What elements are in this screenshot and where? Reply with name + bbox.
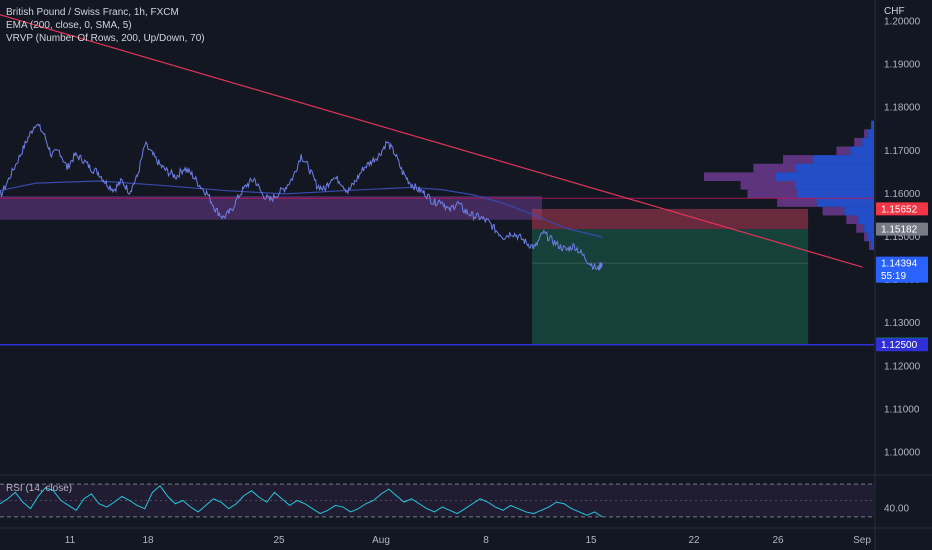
position-zones	[0, 196, 874, 345]
price-label-bg	[876, 338, 928, 352]
volume-bar-down	[856, 224, 865, 233]
price-lines	[0, 14, 874, 346]
volume-bar-down	[753, 163, 795, 173]
volume-bar-up	[812, 155, 874, 164]
volume-bar-up	[796, 189, 874, 199]
rsi-pane: 40.00	[0, 483, 909, 518]
price-label-bg	[876, 222, 928, 236]
symbol-title[interactable]: British Pound / Swiss Franc, 1h, FXCM	[6, 7, 179, 18]
x-tick-label: 11	[65, 535, 76, 546]
x-tick-label: Aug	[372, 535, 390, 546]
volume-bar-down	[871, 120, 873, 130]
time-axis: 11 18 25 Aug 8 15 22 26 Sep	[65, 535, 872, 546]
volume-bar-down	[704, 172, 776, 181]
x-tick-label: 18	[142, 535, 154, 546]
volume-bar-up	[862, 137, 874, 147]
x-tick-label: 26	[772, 535, 784, 546]
ema-line	[0, 180, 603, 238]
price-line	[0, 123, 603, 271]
price-label: 1.15652	[881, 204, 918, 215]
price-label: 1.12500	[881, 340, 918, 351]
volume-bar-down	[777, 198, 817, 207]
volume-bar-up	[858, 215, 874, 225]
volume-bar-down	[740, 180, 795, 190]
x-tick-label: 22	[688, 535, 700, 546]
volume-bar-down	[836, 146, 851, 156]
rsi-tick-label: 40.00	[884, 504, 909, 515]
volume-bar-up	[794, 163, 874, 173]
volume-bar-up	[816, 198, 874, 207]
volume-bar-up	[844, 206, 874, 216]
volume-bar-up	[794, 180, 874, 190]
rsi-line	[0, 485, 603, 518]
volume-bar-up	[871, 241, 874, 250]
y-tick-label: 1.18000	[884, 103, 921, 114]
x-tick-label: 25	[273, 535, 285, 546]
volume-bar-up	[868, 232, 874, 242]
volume-bar-up	[864, 224, 874, 233]
y-tick-label: 1.19000	[884, 60, 921, 71]
stop-loss-zone	[531, 208, 809, 230]
price-label-bg	[876, 256, 928, 283]
volume-bar-down	[854, 137, 863, 147]
y-tick-label: 1.13000	[884, 318, 921, 329]
volume-bar-down	[822, 206, 845, 216]
vrvp-legend[interactable]: VRVP (Number Of Rows, 200, Up/Down, 70)	[6, 33, 205, 44]
take-profit-zone	[531, 229, 809, 345]
bar-countdown: 55:19	[881, 271, 906, 282]
y-tick-label: 1.12000	[884, 361, 921, 372]
y-tick-label: 1.17000	[884, 146, 921, 157]
y-tick-label: 1.15000	[884, 232, 921, 243]
x-tick-label: 15	[585, 535, 597, 546]
volume-bar-down	[783, 155, 813, 164]
volume-profile	[704, 120, 874, 250]
volume-bar-up	[775, 172, 874, 181]
volume-bar-down	[864, 129, 869, 138]
volume-bar-down	[747, 189, 797, 199]
y-tick-label: 1.16000	[884, 189, 921, 200]
ema-legend[interactable]: EMA (200, close, 0, SMA, 5)	[6, 20, 132, 31]
x-tick-label: 8	[483, 535, 489, 546]
y-tick-label: 1.10000	[884, 447, 921, 458]
price-label: 1.15182	[881, 225, 918, 236]
rsi-legend[interactable]: RSI (14, close)	[6, 483, 73, 494]
volume-bar-down	[846, 215, 859, 225]
price-label: 1.14394	[881, 259, 918, 270]
volume-bar-up	[868, 129, 874, 138]
volume-bar-down	[869, 241, 872, 250]
y-tick-label: 1.11000	[884, 404, 920, 415]
currency-unit[interactable]: CHF	[884, 6, 905, 17]
volume-bar-up	[872, 120, 874, 130]
chart-legend: British Pound / Swiss Franc, 1h, FXCM EM…	[6, 6, 205, 45]
trendline	[0, 14, 863, 268]
x-tick-label: Sep	[853, 535, 871, 546]
price-label-bg	[876, 202, 928, 216]
volume-bar-down	[864, 232, 869, 242]
y-tick-label: 1.20000	[884, 17, 921, 28]
volume-bar-up	[850, 146, 874, 156]
resistance-band	[0, 196, 542, 220]
